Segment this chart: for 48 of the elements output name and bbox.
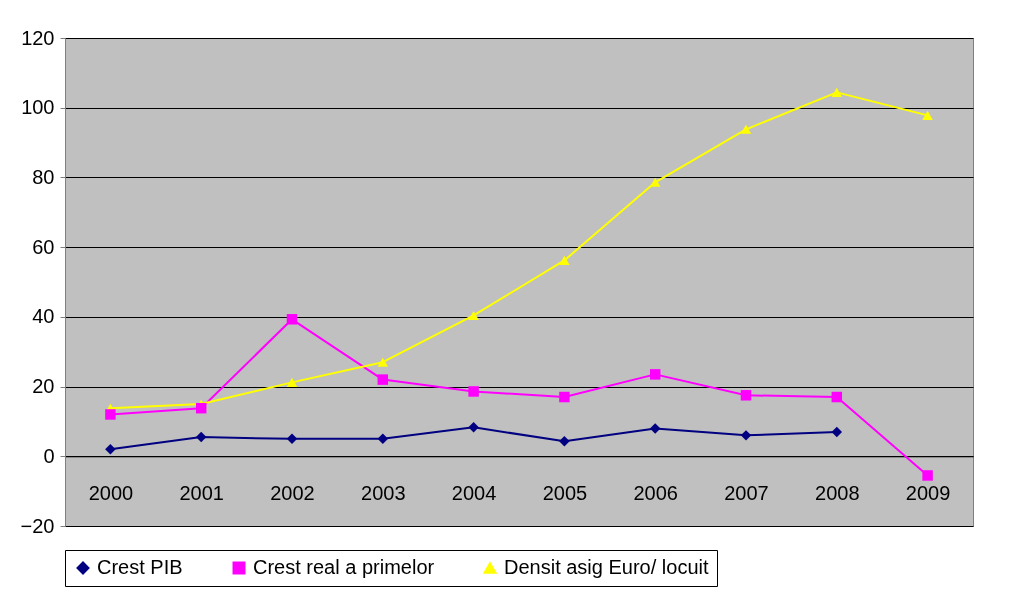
x-tick-label: 2009 <box>905 481 951 504</box>
x-tick-label: 2003 <box>361 481 406 504</box>
point <box>559 255 570 265</box>
point <box>468 422 479 433</box>
x-tick-label: 2004 <box>451 481 497 504</box>
point <box>377 433 389 445</box>
point <box>105 409 116 420</box>
y-tick-label: 60 <box>32 235 55 258</box>
point <box>649 177 661 187</box>
point <box>559 391 570 403</box>
point <box>922 110 933 120</box>
point <box>649 369 661 380</box>
x-tick-label: 2002 <box>270 481 315 504</box>
y-tick-label: 0 <box>43 444 55 467</box>
y-tick-label: 20 <box>32 375 55 398</box>
point <box>831 87 843 97</box>
legend-label: Densit asig Euro/ locuit <box>504 556 709 578</box>
legend-label: Crest real a primelor <box>253 556 435 578</box>
point <box>831 426 843 438</box>
point <box>922 470 933 481</box>
point <box>740 430 752 441</box>
point <box>740 390 752 401</box>
y-tick-label: 40 <box>32 305 55 328</box>
x-tick-label: 2006 <box>633 481 678 504</box>
x-tick-label: 2008 <box>815 481 860 504</box>
point <box>286 433 298 445</box>
point <box>740 124 752 134</box>
point <box>286 314 298 325</box>
point <box>559 436 570 447</box>
legend-label: Crest PIB <box>97 556 183 578</box>
y-tick-label: 100 <box>21 96 55 119</box>
point <box>377 374 389 385</box>
point <box>468 386 479 397</box>
point <box>377 357 389 367</box>
point <box>195 402 207 414</box>
point <box>195 431 207 443</box>
x-tick-label: 2001 <box>179 481 224 504</box>
point <box>286 377 298 387</box>
x-tick-label: 2007 <box>724 481 769 504</box>
y-tick-label: 120 <box>21 26 55 49</box>
y-tick-label: 80 <box>32 165 55 188</box>
y-tick-label: −20 <box>20 514 55 537</box>
point <box>468 310 479 320</box>
point <box>105 444 116 455</box>
x-tick-label: 2000 <box>88 481 134 504</box>
point <box>831 391 843 403</box>
x-tick-label: 2005 <box>542 481 588 504</box>
point <box>649 423 661 434</box>
